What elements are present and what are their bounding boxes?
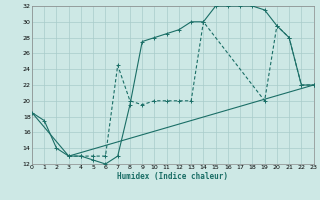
X-axis label: Humidex (Indice chaleur): Humidex (Indice chaleur) — [117, 172, 228, 181]
